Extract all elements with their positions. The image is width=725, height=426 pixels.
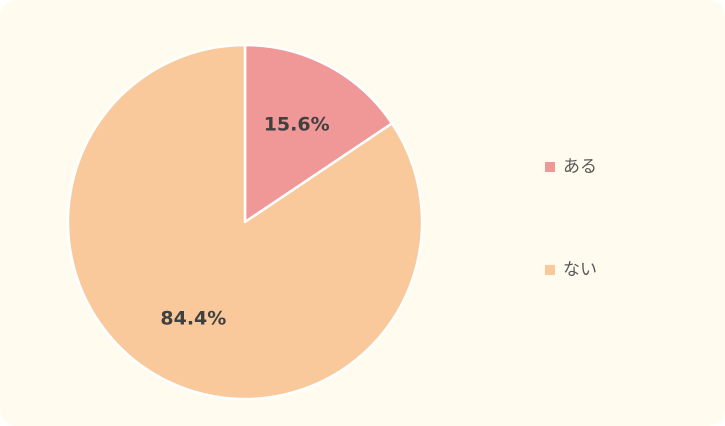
legend-swatch-2 xyxy=(545,265,555,275)
legend-label-1: ある xyxy=(563,157,597,177)
pie-slice-2 xyxy=(66,43,424,401)
pie-slice-label-2: 84.4% xyxy=(160,307,226,329)
pie-slice-labels: 15.6% 84.4% xyxy=(160,114,329,330)
pie-slice-label-1: 15.6% xyxy=(264,114,330,136)
legend-swatch-1 xyxy=(545,162,555,172)
pie-slices xyxy=(66,43,424,401)
pie-slice-1 xyxy=(243,43,394,224)
legend-label-2: ない xyxy=(563,260,597,280)
